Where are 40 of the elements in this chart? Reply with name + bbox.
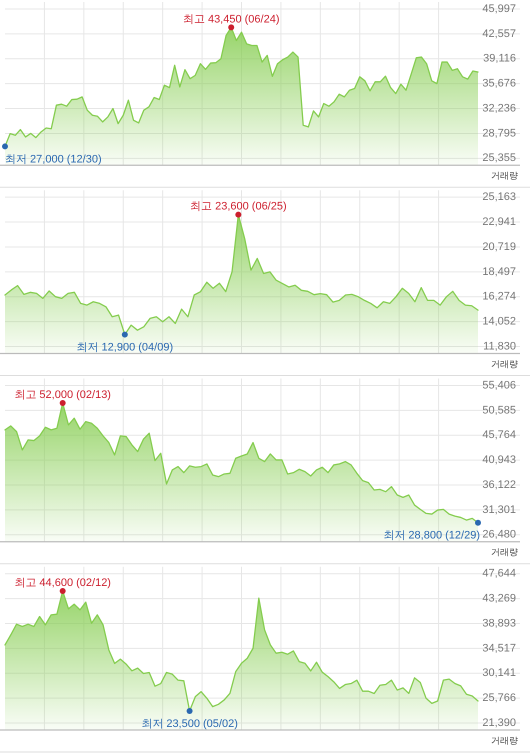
text: 거래량: [491, 735, 518, 746]
annotation: 최저 23,500 (05/02): [141, 718, 238, 730]
y-tick-label: 18,497: [482, 266, 516, 278]
y-tick-label: 30,141: [482, 667, 516, 680]
y-tick-label: 16,274: [482, 290, 516, 303]
annotation: 최저 12,900 (04/09): [76, 341, 174, 354]
y-tick-label: 22,941: [482, 216, 516, 228]
annotation: 최저 27,000 (12/30): [5, 153, 102, 166]
text: 거래량: [491, 358, 518, 369]
annotation: 최저 28,800 (12/29): [383, 530, 480, 542]
y-tick-label: 38,893: [482, 617, 516, 630]
y-tick-label: 55,406: [482, 379, 516, 392]
y-tick-label: 39,116: [483, 52, 516, 65]
text: 거래량: [491, 170, 518, 181]
y-tick-label: 36,122: [482, 478, 516, 491]
y-tick-label: 31,301: [482, 504, 516, 516]
y-tick-label: 42,557: [482, 28, 516, 40]
y-tick-label: 45,997: [482, 2, 516, 15]
y-tick-label: 32,236: [482, 102, 516, 114]
annotation: 최고 52,000 (02/13): [14, 388, 111, 401]
y-tick-label: 11,830: [483, 340, 516, 352]
y-tick-label: 47,644: [482, 568, 516, 580]
y-tick-label: 45,764: [482, 429, 516, 442]
y-tick-label: 26,480: [482, 528, 516, 541]
annotation: 최고 43,450 (06/24): [182, 13, 280, 26]
y-tick-label: 21,390: [482, 716, 516, 729]
y-tick-label: 50,585: [482, 404, 516, 416]
y-tick-label: 40,943: [482, 454, 516, 466]
y-tick-label: 28,795: [482, 127, 516, 140]
y-tick-label: 25,355: [482, 152, 516, 164]
y-tick-label: 14,052: [482, 316, 516, 328]
y-tick-label: 43,269: [482, 592, 516, 605]
y-tick-label: 20,719: [482, 240, 516, 253]
annotation: 최고 44,600 (02/12): [14, 576, 111, 589]
text: 거래량: [491, 547, 518, 558]
y-tick-label: 34,517: [482, 642, 516, 654]
y-tick-label: 25,766: [482, 692, 516, 704]
y-tick-label: 25,163: [482, 191, 516, 204]
y-tick-label: 35,676: [482, 78, 516, 90]
annotation: 최고 23,600 (06/25): [190, 200, 287, 213]
